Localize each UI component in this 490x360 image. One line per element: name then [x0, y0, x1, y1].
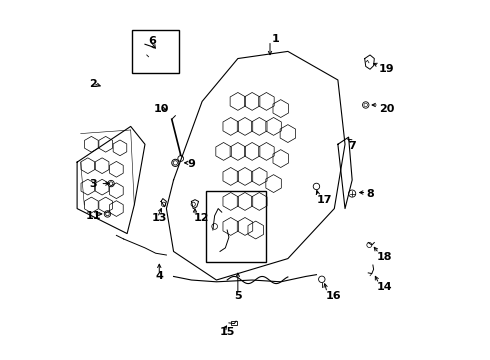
Text: 4: 4 [156, 271, 164, 282]
Text: 10: 10 [154, 104, 169, 113]
Text: 14: 14 [377, 282, 393, 292]
Text: 13: 13 [152, 212, 168, 222]
Text: 18: 18 [377, 252, 392, 262]
Text: 7: 7 [348, 141, 356, 151]
Text: 12: 12 [193, 212, 209, 222]
Text: 19: 19 [379, 64, 394, 74]
Bar [206, 191, 267, 262]
Text: 1: 1 [272, 34, 279, 44]
Text: 11: 11 [86, 211, 101, 221]
Bar [132, 30, 179, 73]
Text: 6: 6 [148, 36, 156, 46]
Text: 15: 15 [220, 327, 235, 337]
Text: 17: 17 [317, 195, 332, 204]
Text: 16: 16 [325, 291, 341, 301]
Text: 3: 3 [90, 179, 97, 189]
Text: 20: 20 [379, 104, 394, 113]
Text: 8: 8 [367, 189, 374, 199]
Text: 2: 2 [90, 78, 98, 89]
Bar [231, 321, 237, 325]
Text: 5: 5 [234, 291, 242, 301]
Text: 9: 9 [188, 159, 196, 169]
